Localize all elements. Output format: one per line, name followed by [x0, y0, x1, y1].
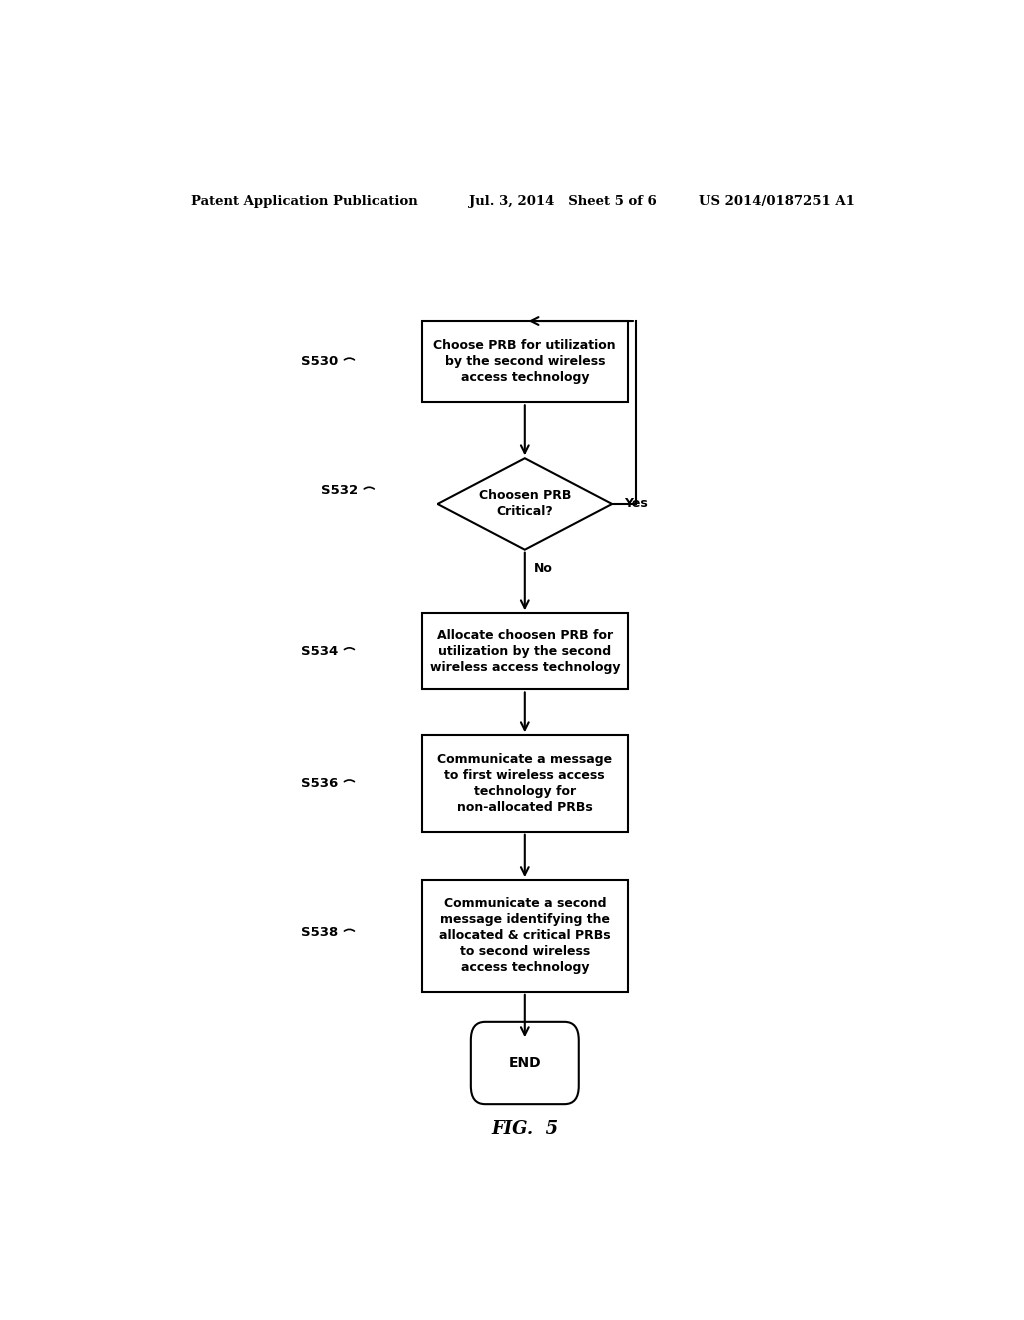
Text: Patent Application Publication: Patent Application Publication: [191, 194, 418, 207]
Text: Yes: Yes: [624, 498, 648, 511]
FancyBboxPatch shape: [422, 321, 628, 403]
Text: Choosen PRB
Critical?: Choosen PRB Critical?: [478, 490, 571, 519]
Text: S536: S536: [301, 777, 338, 789]
Text: Communicate a second
message identifying the
allocated & critical PRBs
to second: Communicate a second message identifying…: [439, 898, 610, 974]
FancyBboxPatch shape: [422, 880, 628, 991]
FancyBboxPatch shape: [422, 735, 628, 832]
Text: Jul. 3, 2014   Sheet 5 of 6: Jul. 3, 2014 Sheet 5 of 6: [469, 194, 657, 207]
FancyBboxPatch shape: [471, 1022, 579, 1104]
Text: S530: S530: [301, 355, 338, 368]
Text: S534: S534: [301, 645, 338, 657]
Text: Choose PRB for utilization
by the second wireless
access technology: Choose PRB for utilization by the second…: [433, 339, 616, 384]
Text: Allocate choosen PRB for
utilization by the second
wireless access technology: Allocate choosen PRB for utilization by …: [429, 628, 621, 673]
Text: FIG.  5: FIG. 5: [492, 1121, 558, 1138]
Text: S538: S538: [301, 927, 338, 940]
Text: S532: S532: [321, 484, 358, 498]
Polygon shape: [437, 458, 612, 549]
Text: US 2014/0187251 A1: US 2014/0187251 A1: [699, 194, 855, 207]
Text: END: END: [509, 1056, 541, 1071]
Text: Communicate a message
to first wireless access
technology for
non-allocated PRBs: Communicate a message to first wireless …: [437, 752, 612, 814]
Text: No: No: [535, 561, 553, 574]
FancyBboxPatch shape: [422, 614, 628, 689]
